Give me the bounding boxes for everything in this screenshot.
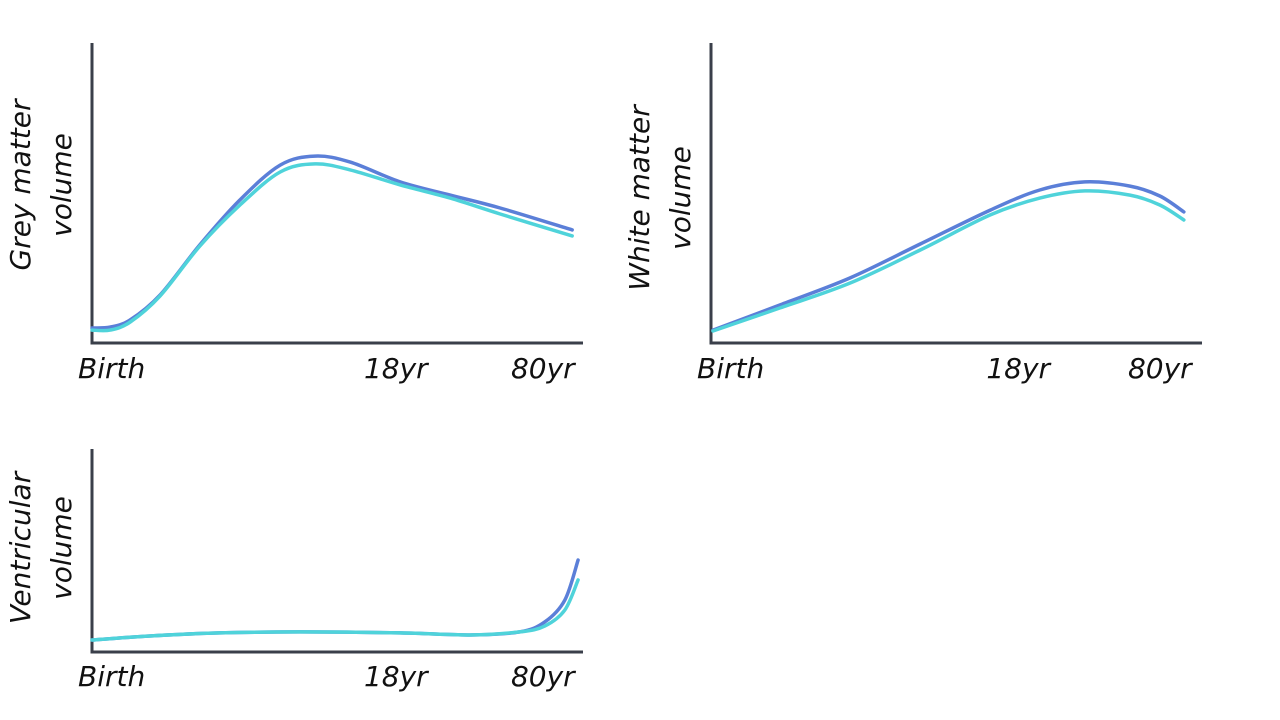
axes-2 <box>90 449 583 654</box>
y-axis-label: volume <box>45 133 78 237</box>
x-tick-label: Birth <box>697 352 764 385</box>
x-tick-label: 18yr <box>364 660 429 693</box>
series-line <box>90 578 580 642</box>
x-tick-label: Birth <box>78 352 145 385</box>
axis-frame <box>90 449 583 654</box>
series-line <box>711 189 1186 333</box>
x-tick-label: 80yr <box>511 352 576 385</box>
series-line <box>90 154 574 330</box>
series-line <box>90 162 574 333</box>
y-axis-label: Grey matter <box>4 98 37 271</box>
x-tick-label: 80yr <box>1128 352 1193 385</box>
y-axis-label: White matter <box>623 104 656 291</box>
x-tick-label: 18yr <box>986 352 1051 385</box>
axes-1 <box>709 43 1202 345</box>
y-axis-label: volume <box>45 496 78 600</box>
axis-frame <box>90 43 583 345</box>
x-tick-label: 18yr <box>364 352 429 385</box>
series-line <box>90 558 580 642</box>
y-axis-label: volume <box>664 146 697 250</box>
x-tick-label: 80yr <box>511 660 576 693</box>
axis-frame <box>709 43 1202 345</box>
series-line <box>711 180 1186 332</box>
x-tick-label: Birth <box>78 660 145 693</box>
axes-0 <box>90 43 583 345</box>
y-axis-label: Ventricular <box>4 470 37 624</box>
